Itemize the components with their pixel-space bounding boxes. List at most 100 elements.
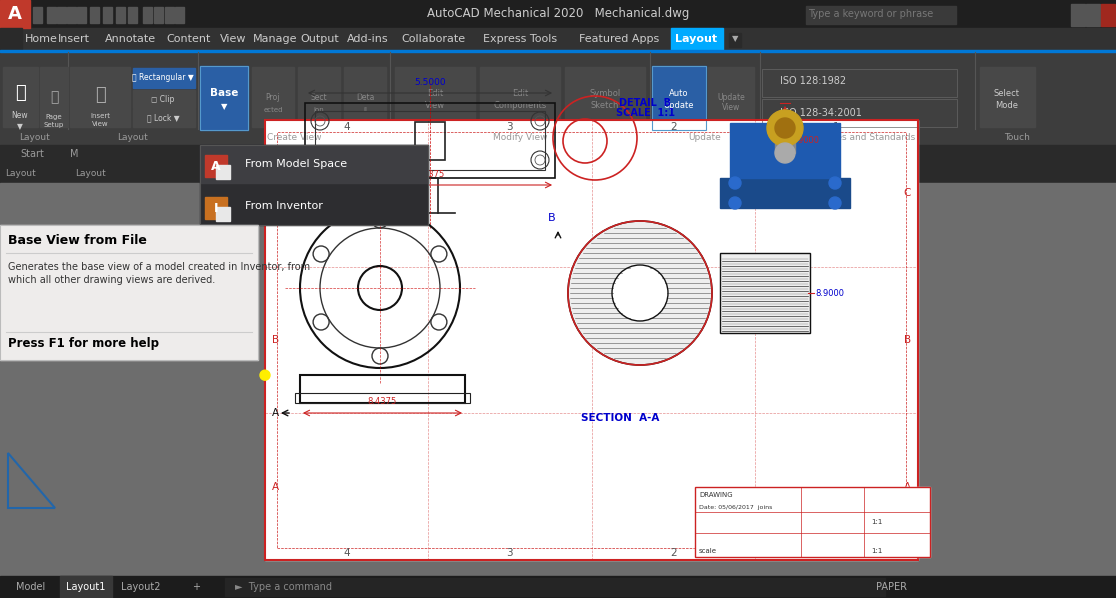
Text: Touch: Touch: [1004, 133, 1030, 142]
Text: B: B: [548, 213, 556, 223]
Bar: [720, 253, 810, 333]
Text: Insert: Insert: [58, 34, 90, 44]
Text: Proj: Proj: [266, 93, 280, 102]
Bar: [0, 225, 258, 360]
Bar: [1086, 4, 1100, 26]
Text: View: View: [722, 103, 740, 112]
Bar: [720, 253, 810, 333]
Text: New
▼: New ▼: [11, 111, 28, 131]
Bar: [200, 66, 248, 130]
Text: ion: ion: [314, 107, 325, 113]
Text: Create View: Create View: [267, 133, 321, 142]
Text: Type a keyword or phrase: Type a keyword or phrase: [808, 9, 933, 19]
Bar: [200, 66, 248, 130]
Text: Date: 05/06/2017  joins: Date: 05/06/2017 joins: [699, 505, 772, 510]
Bar: [344, 67, 386, 127]
Text: 4: 4: [344, 548, 350, 558]
Bar: [0, 50, 1116, 145]
Bar: [0, 28, 22, 50]
Bar: [40, 67, 68, 127]
Bar: [200, 145, 429, 225]
Text: Styles and Standards: Styles and Standards: [819, 133, 915, 142]
Bar: [165, 7, 174, 23]
Text: DRAWING: DRAWING: [699, 492, 732, 498]
Text: Deta: Deta: [356, 93, 374, 102]
Text: Base: Base: [210, 88, 238, 98]
Bar: [128, 7, 137, 23]
Text: Layout: Layout: [4, 169, 36, 178]
Text: ▼: ▼: [221, 102, 228, 111]
Text: Update: Update: [689, 133, 721, 142]
Bar: [133, 109, 195, 127]
Circle shape: [767, 110, 804, 146]
Text: Sect: Sect: [310, 93, 327, 102]
Text: Components: Components: [493, 100, 547, 109]
Text: Layout: Layout: [675, 34, 718, 44]
Bar: [0, 225, 258, 360]
Text: 8.9000: 8.9000: [815, 288, 844, 297]
Text: 📄: 📄: [15, 84, 26, 102]
Circle shape: [775, 143, 795, 163]
Bar: [720, 178, 850, 208]
Bar: [0, 50, 1116, 52]
Circle shape: [729, 177, 741, 189]
Bar: [90, 7, 99, 23]
Text: Featured Apps: Featured Apps: [579, 34, 660, 44]
Text: M: M: [70, 149, 78, 159]
Text: A: A: [272, 481, 279, 492]
Text: Output: Output: [300, 34, 339, 44]
Text: Base View from File: Base View from File: [8, 233, 147, 246]
Text: Layout2: Layout2: [122, 582, 161, 592]
Bar: [217, 207, 230, 221]
Bar: [775, 123, 795, 153]
Text: Mode: Mode: [995, 100, 1019, 109]
Text: 8.9000: 8.9000: [790, 136, 819, 145]
Text: +: +: [192, 582, 200, 592]
Text: 5.5000: 5.5000: [414, 78, 445, 87]
Bar: [200, 145, 429, 225]
Text: 4: 4: [344, 122, 350, 132]
Bar: [67, 7, 76, 23]
Text: Select: Select: [994, 89, 1020, 97]
Circle shape: [829, 177, 841, 189]
Text: View: View: [425, 100, 445, 109]
Text: A: A: [271, 408, 279, 418]
Text: Add-ins: Add-ins: [347, 34, 388, 44]
Bar: [217, 165, 230, 179]
Bar: [1071, 4, 1085, 26]
Bar: [205, 197, 227, 219]
Bar: [1101, 4, 1115, 26]
Bar: [652, 66, 706, 130]
Text: Collaborate: Collaborate: [401, 34, 465, 44]
Text: Modify View: Modify View: [493, 133, 547, 142]
Bar: [57, 7, 66, 23]
Bar: [0, 163, 1116, 183]
Text: A: A: [268, 198, 276, 208]
Bar: [708, 67, 754, 127]
Text: Press F1 for more help: Press F1 for more help: [8, 337, 158, 350]
Text: 1:1: 1:1: [872, 548, 883, 554]
Text: Content: Content: [166, 34, 211, 44]
Text: ected: ected: [263, 107, 282, 113]
Text: Page
Setup: Page Setup: [44, 114, 64, 127]
Text: PAPER: PAPER: [876, 582, 907, 592]
Bar: [480, 67, 560, 127]
Text: Symbol: Symbol: [589, 89, 620, 97]
Bar: [695, 487, 930, 557]
Bar: [133, 68, 195, 88]
Bar: [0, 145, 1116, 163]
Bar: [762, 99, 958, 127]
Text: A: A: [211, 160, 221, 172]
Text: 3: 3: [507, 122, 513, 132]
Circle shape: [829, 197, 841, 209]
Text: A: A: [8, 5, 22, 23]
Text: Start: Start: [20, 149, 44, 159]
Bar: [315, 111, 545, 170]
Text: Edit: Edit: [512, 89, 528, 97]
Text: 2: 2: [670, 548, 676, 558]
Text: scale: scale: [699, 548, 716, 554]
Bar: [0, 0, 1116, 28]
Text: C: C: [904, 188, 911, 199]
Text: 🔒 Lock ▼: 🔒 Lock ▼: [146, 114, 180, 123]
Text: ◻ Clip: ◻ Clip: [152, 94, 175, 103]
